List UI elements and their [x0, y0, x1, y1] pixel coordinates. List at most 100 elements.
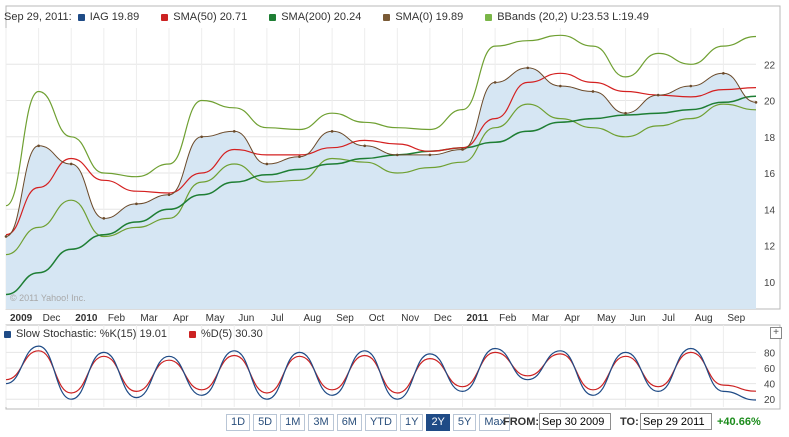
y-tick-label: 18 — [764, 133, 776, 144]
legend-item-sma200: SMA(200) 20.24 — [269, 11, 361, 23]
legend-swatch-sma50 — [161, 13, 169, 21]
legend-swatch-stoch-d — [189, 330, 197, 338]
range-button-max[interactable]: Max — [479, 414, 511, 431]
x-tick-label: Aug — [695, 313, 713, 324]
x-tick-label: May — [206, 313, 225, 324]
price-point — [624, 111, 627, 115]
x-tick-label: 2011 — [467, 313, 489, 324]
legend-item-iag: IAG 19.89 — [77, 11, 140, 23]
legend-label-sma50: SMA(50) 20.71 — [173, 11, 248, 23]
x-tick-label: May — [597, 313, 616, 324]
chart-legend: Sep 29, 2011: IAG 19.89 SMA(50) 20.71 SM… — [4, 9, 671, 25]
x-tick-label: Mar — [532, 313, 550, 324]
price-point — [722, 72, 725, 75]
sma200-line — [5, 95, 757, 296]
percent-change: +40.66% — [717, 416, 761, 428]
x-tick-label: Feb — [499, 313, 517, 324]
from-date-input[interactable] — [539, 413, 611, 430]
x-tick-label: 2009 — [10, 313, 33, 324]
legend-item-stoch-k: Slow Stochastic: %K(15) 19.01 — [4, 328, 167, 340]
legend-label-bbands: BBands (20,2) U:23.53 L:19.49 — [497, 11, 649, 23]
stochastic-legend: Slow Stochastic: %K(15) 19.01 %D(5) 30.3… — [4, 327, 285, 341]
legend-swatch-iag — [77, 13, 85, 21]
x-tick-label: Mar — [140, 313, 158, 324]
range-button-5y[interactable]: 5Y — [452, 414, 477, 431]
legend-swatch-sma200 — [269, 13, 277, 21]
price-point — [167, 193, 171, 197]
stoch-y-tick-label: 20 — [764, 395, 776, 406]
price-point — [363, 144, 366, 148]
legend-item-bbands: BBands (20,2) U:23.53 L:19.49 — [485, 11, 649, 23]
price-point — [135, 202, 138, 206]
price-point — [265, 162, 269, 166]
legend-label-stoch-k: Slow Stochastic: %K(15) 19.01 — [16, 328, 168, 340]
x-tick-label: Feb — [108, 313, 126, 324]
x-tick-label: Oct — [369, 313, 385, 324]
legend-item-sma50: SMA(50) 20.71 — [161, 11, 247, 23]
price-point — [461, 148, 464, 151]
legend-item-stoch-d: %D(5) 30.30 — [189, 328, 263, 340]
price-point — [754, 101, 758, 104]
expand-icon[interactable]: + — [770, 327, 782, 339]
price-point — [200, 135, 203, 139]
x-tick-label: Apr — [173, 313, 189, 324]
x-tick-label: Jul — [271, 313, 284, 324]
legend-item-sma0: SMA(0) 19.89 — [383, 11, 463, 23]
x-tick-label: Jul — [662, 313, 675, 324]
price-point — [4, 235, 8, 238]
stochastic-panel-frame — [5, 324, 781, 410]
legend-label-sma200: SMA(200) 20.24 — [281, 11, 362, 23]
y-tick-label: 22 — [764, 60, 776, 71]
price-point — [232, 130, 236, 133]
x-tick-label: Dec — [434, 313, 452, 324]
legend-label-iag: IAG 19.89 — [89, 11, 140, 23]
range-button-ytd[interactable]: YTD — [364, 414, 397, 431]
x-tick-label: Dec — [43, 313, 61, 324]
legend-swatch-sma0 — [383, 13, 391, 21]
range-button-6m[interactable]: 6M — [336, 414, 362, 431]
x-tick-label: Nov — [401, 313, 419, 324]
y-tick-label: 12 — [764, 242, 776, 253]
price-point — [493, 81, 497, 84]
stoch-k-line — [5, 345, 757, 401]
range-button-3m[interactable]: 3M — [308, 414, 334, 431]
y-tick-label: 16 — [764, 169, 776, 180]
bottom-controls: 1D 5D 1M 3M 6M YTD 1Y 2Y 5Y Max FROM: TO… — [0, 411, 789, 433]
stoch-y-tick-label: 80 — [764, 348, 776, 359]
watermark-text: © 2011 Yahoo! Inc. — [10, 293, 86, 303]
from-label: FROM: — [503, 416, 540, 428]
price-point — [526, 66, 530, 70]
legend-label-sma0: SMA(0) 19.89 — [395, 11, 464, 23]
price-point — [559, 84, 562, 88]
price-point — [69, 162, 73, 166]
price-area — [6, 67, 756, 310]
x-tick-label: Jun — [238, 313, 254, 324]
x-tick-label: Sep — [727, 313, 745, 324]
to-date-input[interactable] — [640, 413, 712, 430]
to-label: TO: — [620, 416, 639, 428]
range-button-5d[interactable]: 5D — [253, 414, 278, 431]
price-point — [656, 93, 660, 97]
price-point — [102, 217, 106, 220]
range-button-1m[interactable]: 1M — [280, 414, 306, 431]
legend-swatch-stoch-k — [4, 330, 11, 338]
stoch-y-tick-label: 40 — [764, 380, 776, 391]
y-tick-label: 10 — [764, 278, 776, 289]
y-tick-label: 14 — [764, 205, 776, 216]
legend-swatch-bbands — [485, 13, 493, 21]
sma50-line — [5, 72, 757, 236]
price-point — [298, 155, 301, 159]
price-point — [689, 84, 693, 88]
range-button-2y[interactable]: 2Y — [426, 414, 450, 431]
stoch-y-tick-label: 60 — [764, 364, 776, 375]
x-tick-label: Sep — [336, 313, 354, 324]
range-buttons: 1D 5D 1M 3M 6M YTD 1Y 2Y 5Y Max — [226, 414, 513, 431]
price-point — [330, 130, 334, 133]
y-tick-label: 20 — [764, 97, 776, 108]
price-point — [37, 144, 40, 148]
range-button-1d[interactable]: 1D — [226, 414, 251, 431]
x-tick-label: Aug — [303, 313, 321, 324]
price-point — [428, 153, 432, 157]
range-button-1y[interactable]: 1Y — [399, 414, 424, 431]
